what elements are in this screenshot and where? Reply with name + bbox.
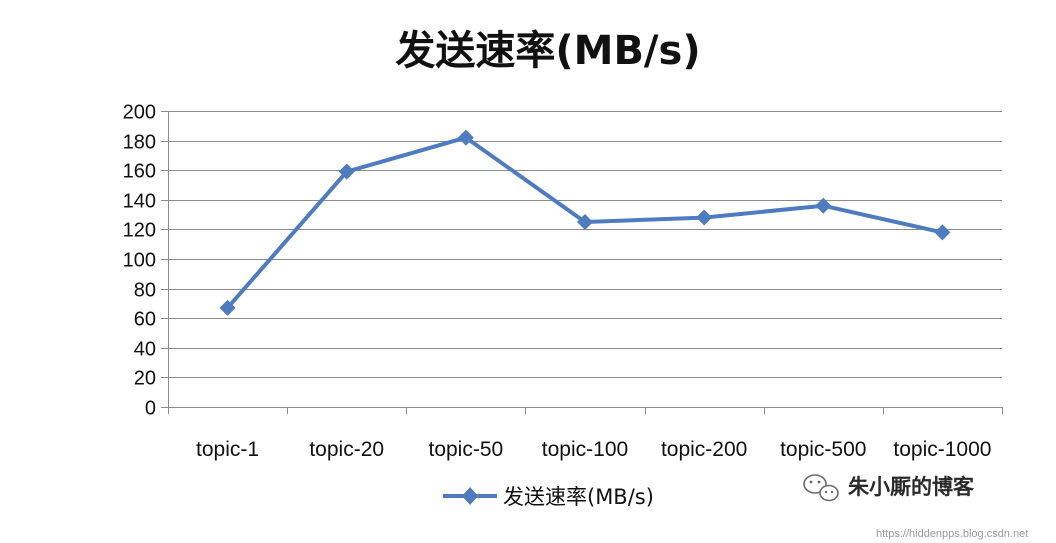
x-tick-label: topic-1: [196, 438, 259, 461]
x-tick-label: topic-20: [309, 438, 384, 461]
legend-marker-swatch: [462, 487, 478, 505]
x-tick-label: topic-1000: [893, 438, 991, 461]
y-tick-label: 100: [123, 250, 156, 272]
y-tick-label: 60: [134, 309, 156, 331]
data-point-marker: [934, 224, 951, 241]
y-tick-label: 160: [123, 161, 156, 183]
y-tick-label: 180: [123, 132, 156, 154]
data-point-marker: [696, 209, 713, 226]
x-tick-label: topic-500: [780, 438, 866, 461]
chart-title: 发送速率(MB/s): [395, 28, 700, 74]
x-axis-tick-labels: topic-1 topic-20 topic-50 topic-100 topic-20…: [196, 438, 991, 461]
y-tick-label: 20: [134, 368, 156, 390]
x-tick-label: topic-100: [542, 438, 628, 461]
y-tick-label: 80: [134, 280, 156, 302]
axes: [161, 111, 1003, 414]
data-point-marker: [815, 197, 832, 214]
x-tick-label: topic-200: [661, 438, 747, 461]
watermark-text: 朱小厮的博客: [848, 475, 975, 499]
x-tick-label: topic-50: [428, 438, 503, 461]
y-tick-label: 120: [123, 220, 156, 242]
watermark-url: https://hiddenpps.blog.csdn.net: [876, 528, 1028, 540]
y-tick-label: 140: [123, 191, 156, 213]
data-point-marker: [457, 129, 474, 146]
watermark: 朱小厮的博客 https://hiddenpps.blog.csdn.net: [803, 474, 1028, 540]
data-point-marker: [338, 163, 355, 180]
y-tick-label: 200: [123, 102, 156, 124]
wechat-icon: [803, 474, 839, 502]
y-tick-label: 40: [134, 339, 156, 361]
data-point-marker: [219, 299, 236, 316]
legend: 发送速率(MB/s): [443, 485, 654, 509]
y-tick-label: 0: [145, 398, 156, 420]
data-point-marker: [577, 214, 593, 230]
y-axis-tick-labels: 0 20 40 60 80 100 120 140 160 180 200: [123, 102, 156, 420]
legend-label: 发送速率(MB/s): [503, 485, 654, 509]
series-layer: [219, 129, 951, 316]
